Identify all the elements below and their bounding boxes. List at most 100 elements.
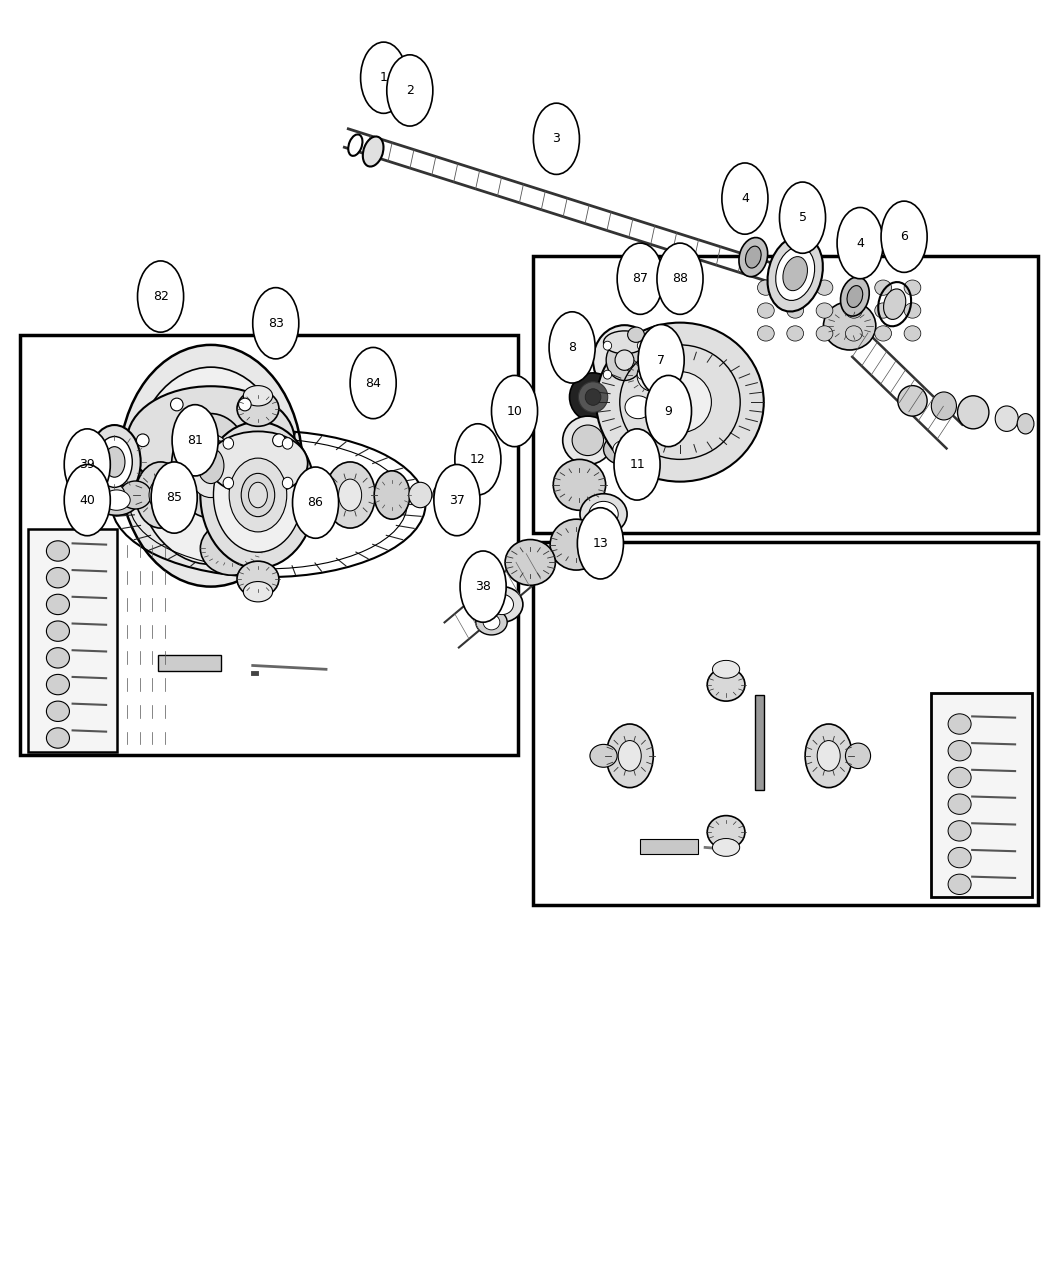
Ellipse shape <box>948 768 971 788</box>
Ellipse shape <box>46 594 69 615</box>
Ellipse shape <box>948 875 971 895</box>
Ellipse shape <box>628 328 645 343</box>
Ellipse shape <box>590 745 617 768</box>
Ellipse shape <box>708 668 744 701</box>
Ellipse shape <box>837 208 883 279</box>
Ellipse shape <box>134 367 287 565</box>
Text: 13: 13 <box>592 537 608 550</box>
Text: 85: 85 <box>166 491 183 504</box>
Ellipse shape <box>585 389 601 405</box>
Ellipse shape <box>1017 413 1034 434</box>
Ellipse shape <box>282 477 293 488</box>
Ellipse shape <box>776 247 815 301</box>
Ellipse shape <box>326 462 375 528</box>
Ellipse shape <box>563 416 613 464</box>
Bar <box>20 335 518 755</box>
Ellipse shape <box>816 303 833 319</box>
Ellipse shape <box>293 467 338 538</box>
Ellipse shape <box>638 325 685 395</box>
Ellipse shape <box>88 425 141 499</box>
Ellipse shape <box>434 464 480 536</box>
Text: 87: 87 <box>632 273 648 286</box>
Text: 84: 84 <box>365 376 381 390</box>
Ellipse shape <box>242 473 275 516</box>
Ellipse shape <box>646 375 692 446</box>
Ellipse shape <box>460 551 506 622</box>
Text: 4: 4 <box>741 193 749 205</box>
Text: 83: 83 <box>268 316 284 330</box>
Ellipse shape <box>604 342 612 351</box>
Ellipse shape <box>881 201 927 273</box>
Text: 37: 37 <box>449 493 465 506</box>
Ellipse shape <box>816 280 833 296</box>
Ellipse shape <box>505 539 555 585</box>
Ellipse shape <box>995 405 1018 431</box>
Ellipse shape <box>172 404 218 476</box>
Ellipse shape <box>213 437 302 552</box>
Text: 12: 12 <box>470 453 486 465</box>
Ellipse shape <box>104 446 125 477</box>
Ellipse shape <box>229 458 287 532</box>
Ellipse shape <box>578 507 624 579</box>
Ellipse shape <box>606 724 653 788</box>
Ellipse shape <box>120 481 151 509</box>
Ellipse shape <box>151 462 197 533</box>
Ellipse shape <box>135 462 186 528</box>
Ellipse shape <box>708 816 744 849</box>
Ellipse shape <box>349 134 362 156</box>
Ellipse shape <box>823 302 876 349</box>
Text: 82: 82 <box>152 289 168 303</box>
Ellipse shape <box>615 388 662 426</box>
Ellipse shape <box>550 519 603 570</box>
Ellipse shape <box>46 701 69 722</box>
Bar <box>640 839 698 854</box>
Ellipse shape <box>237 561 279 597</box>
Ellipse shape <box>817 741 840 771</box>
Ellipse shape <box>170 398 183 411</box>
Ellipse shape <box>374 470 410 519</box>
Ellipse shape <box>46 674 69 695</box>
Ellipse shape <box>580 493 627 534</box>
Ellipse shape <box>596 323 763 482</box>
Ellipse shape <box>46 567 69 588</box>
Ellipse shape <box>779 182 825 254</box>
Ellipse shape <box>713 660 739 678</box>
Ellipse shape <box>637 342 646 351</box>
Text: 5: 5 <box>798 212 806 224</box>
Ellipse shape <box>350 347 396 418</box>
Ellipse shape <box>64 428 110 500</box>
Ellipse shape <box>253 288 299 358</box>
Ellipse shape <box>904 326 921 342</box>
Ellipse shape <box>757 280 774 296</box>
Ellipse shape <box>386 55 433 126</box>
Ellipse shape <box>948 741 971 761</box>
Ellipse shape <box>282 437 293 449</box>
Ellipse shape <box>613 440 636 458</box>
Ellipse shape <box>606 340 643 380</box>
Ellipse shape <box>948 794 971 815</box>
Ellipse shape <box>170 469 183 482</box>
Ellipse shape <box>604 370 612 379</box>
Ellipse shape <box>898 385 927 416</box>
Ellipse shape <box>739 237 768 277</box>
Ellipse shape <box>948 821 971 842</box>
Ellipse shape <box>569 372 616 421</box>
Ellipse shape <box>604 434 646 465</box>
Ellipse shape <box>617 244 664 315</box>
Text: 2: 2 <box>406 84 414 97</box>
Ellipse shape <box>433 484 449 505</box>
Ellipse shape <box>87 486 104 504</box>
Ellipse shape <box>363 136 383 167</box>
Ellipse shape <box>138 261 184 333</box>
Bar <box>755 695 763 790</box>
Ellipse shape <box>103 490 130 510</box>
Ellipse shape <box>757 326 774 342</box>
Bar <box>533 542 1038 905</box>
Ellipse shape <box>223 437 233 449</box>
Ellipse shape <box>483 615 500 630</box>
Bar <box>159 655 222 671</box>
Ellipse shape <box>746 246 761 268</box>
Ellipse shape <box>102 483 125 506</box>
Ellipse shape <box>585 519 608 538</box>
Ellipse shape <box>589 501 618 527</box>
